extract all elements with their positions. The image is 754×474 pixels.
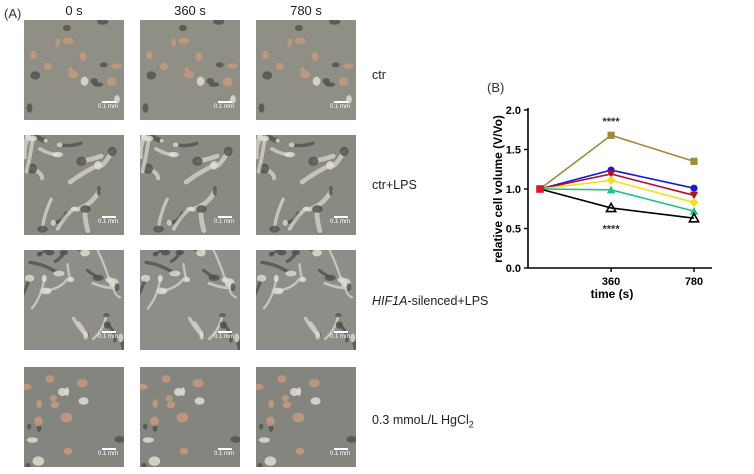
scale-bar: 0.1 mm: [98, 216, 119, 230]
cell-texture: [24, 375, 124, 467]
micrograph-r2-c2: 0.1 mm: [140, 135, 240, 235]
scale-bar-label: 0.1 mm: [214, 104, 235, 110]
column-header-0s: 0 s: [65, 3, 83, 18]
micrograph-r3-c2: 0.1 mm: [140, 250, 240, 350]
scale-bar-line: [334, 331, 348, 333]
scale-bar-line: [218, 101, 232, 103]
scale-bar-label: 0.1 mm: [98, 219, 119, 225]
significance-annotation-1: ****: [603, 116, 621, 128]
micrograph-r1-c2: 0.1 mm: [140, 20, 240, 120]
scale-bar-label: 0.1 mm: [214, 219, 235, 225]
scale-bar-line: [334, 448, 348, 450]
row-label-ctr: ctr: [372, 68, 386, 82]
x-tick-label: 780: [685, 276, 703, 288]
scale-bar-label: 0.1 mm: [98, 334, 119, 340]
series-3-point-3: [689, 191, 699, 200]
row-label-hgcl2: 0.3 mmoL/L HgCl2: [372, 413, 474, 430]
scale-bar-line: [218, 448, 232, 450]
scale-bar: 0.1 mm: [330, 448, 351, 462]
scale-bar: 0.1 mm: [330, 101, 351, 115]
series-line-5: [539, 188, 695, 212]
series-1-point-3: [690, 157, 698, 165]
scale-bar-label: 0.1 mm: [330, 219, 351, 225]
scale-bar-label: 0.1 mm: [330, 104, 351, 110]
scale-bar: 0.1 mm: [214, 448, 235, 462]
column-header-360s: 360 s: [174, 3, 206, 18]
micrograph-r1-c1: 0.1 mm: [24, 20, 124, 120]
scale-bar: 0.1 mm: [98, 448, 119, 462]
series-line-6: [539, 188, 695, 220]
scale-bar: 0.1 mm: [98, 101, 119, 115]
series-4-point-2: [606, 175, 616, 185]
cell-texture: [142, 20, 238, 113]
y-tick-label: 0.5: [506, 224, 521, 236]
scale-bar: 0.1 mm: [330, 331, 351, 345]
cell-texture: [140, 135, 233, 233]
series-4-point-3: [689, 197, 699, 208]
scale-bar-line: [218, 331, 232, 333]
y-tick-label: 1.0: [506, 184, 521, 196]
series-5-point-2: [606, 185, 616, 194]
scale-bar-label: 0.1 mm: [330, 451, 351, 457]
scale-bar-label: 0.1 mm: [98, 451, 119, 457]
series-1-point-2: [607, 131, 615, 139]
scale-bar-line: [102, 101, 116, 103]
scale-bar-line: [102, 216, 116, 218]
micrograph-r2-c1: 0.1 mm: [24, 135, 124, 235]
series-6-point-2: [605, 201, 618, 213]
significance-annotation-2: ****: [603, 224, 621, 236]
scale-bar: 0.1 mm: [214, 331, 235, 345]
cell-texture: [258, 20, 354, 113]
cell-texture: [256, 375, 356, 467]
scale-bar-label: 0.1 mm: [330, 334, 351, 340]
cell-volume-chart: 0.0 0.5 1.0 1.5 2.0 360 780 time (s) relative ce…: [491, 105, 712, 300]
scale-bar-line: [102, 448, 116, 450]
x-axis-label: time (s): [591, 287, 634, 300]
cell-texture: [256, 135, 349, 233]
cell-texture: [256, 250, 356, 350]
micrograph-r1-c3: 0.1 mm: [256, 20, 356, 120]
micrograph-r3-c3: 0.1 mm: [256, 250, 356, 350]
cell-texture: [24, 135, 117, 233]
scale-bar-line: [102, 331, 116, 333]
scale-bar: 0.1 mm: [98, 331, 119, 345]
scale-bar: 0.1 mm: [214, 216, 235, 230]
micrograph-r3-c1: 0.1 mm: [24, 250, 124, 350]
y-tick-label: 0.0: [506, 263, 521, 275]
shared-start-point: [536, 185, 544, 193]
x-tick-label: 360: [602, 276, 620, 288]
scale-bar: 0.1 mm: [214, 101, 235, 115]
series-2-point-3: [690, 184, 698, 192]
series-line-1: [539, 134, 695, 190]
cell-texture: [26, 20, 122, 113]
cell-texture: [140, 250, 240, 350]
panel-a-label: (A): [4, 6, 22, 21]
series-5-point-3: [689, 206, 699, 215]
scale-bar-line: [334, 216, 348, 218]
y-tick-label: 1.5: [506, 145, 521, 157]
row-label-hif1a-silenced-lps: HIF1A-silenced+LPS: [372, 294, 489, 308]
scale-bar-line: [218, 216, 232, 218]
column-header-780s: 780 s: [290, 3, 322, 18]
y-axis-label: relative cell volume (V/Vo): [491, 115, 505, 263]
micrograph-r2-c3: 0.1 mm: [256, 135, 356, 235]
cell-texture: [140, 375, 240, 467]
series-6-point-3: [688, 211, 700, 223]
micrograph-r4-c1: 0.1 mm: [24, 367, 124, 467]
panel-b-label: (B): [487, 80, 505, 95]
micrograph-r4-c2: 0.1 mm: [140, 367, 240, 467]
scale-bar-label: 0.1 mm: [214, 451, 235, 457]
series-3-point-2: [606, 170, 616, 179]
scale-bar-label: 0.1 mm: [98, 104, 119, 110]
row-label-ctr-lps: ctr+LPS: [372, 178, 417, 192]
scale-bar-line: [334, 101, 348, 103]
scale-bar: 0.1 mm: [330, 216, 351, 230]
micrograph-r4-c3: 0.1 mm: [256, 367, 356, 467]
scale-bar-label: 0.1 mm: [214, 334, 235, 340]
y-tick-label: 2.0: [506, 105, 521, 117]
